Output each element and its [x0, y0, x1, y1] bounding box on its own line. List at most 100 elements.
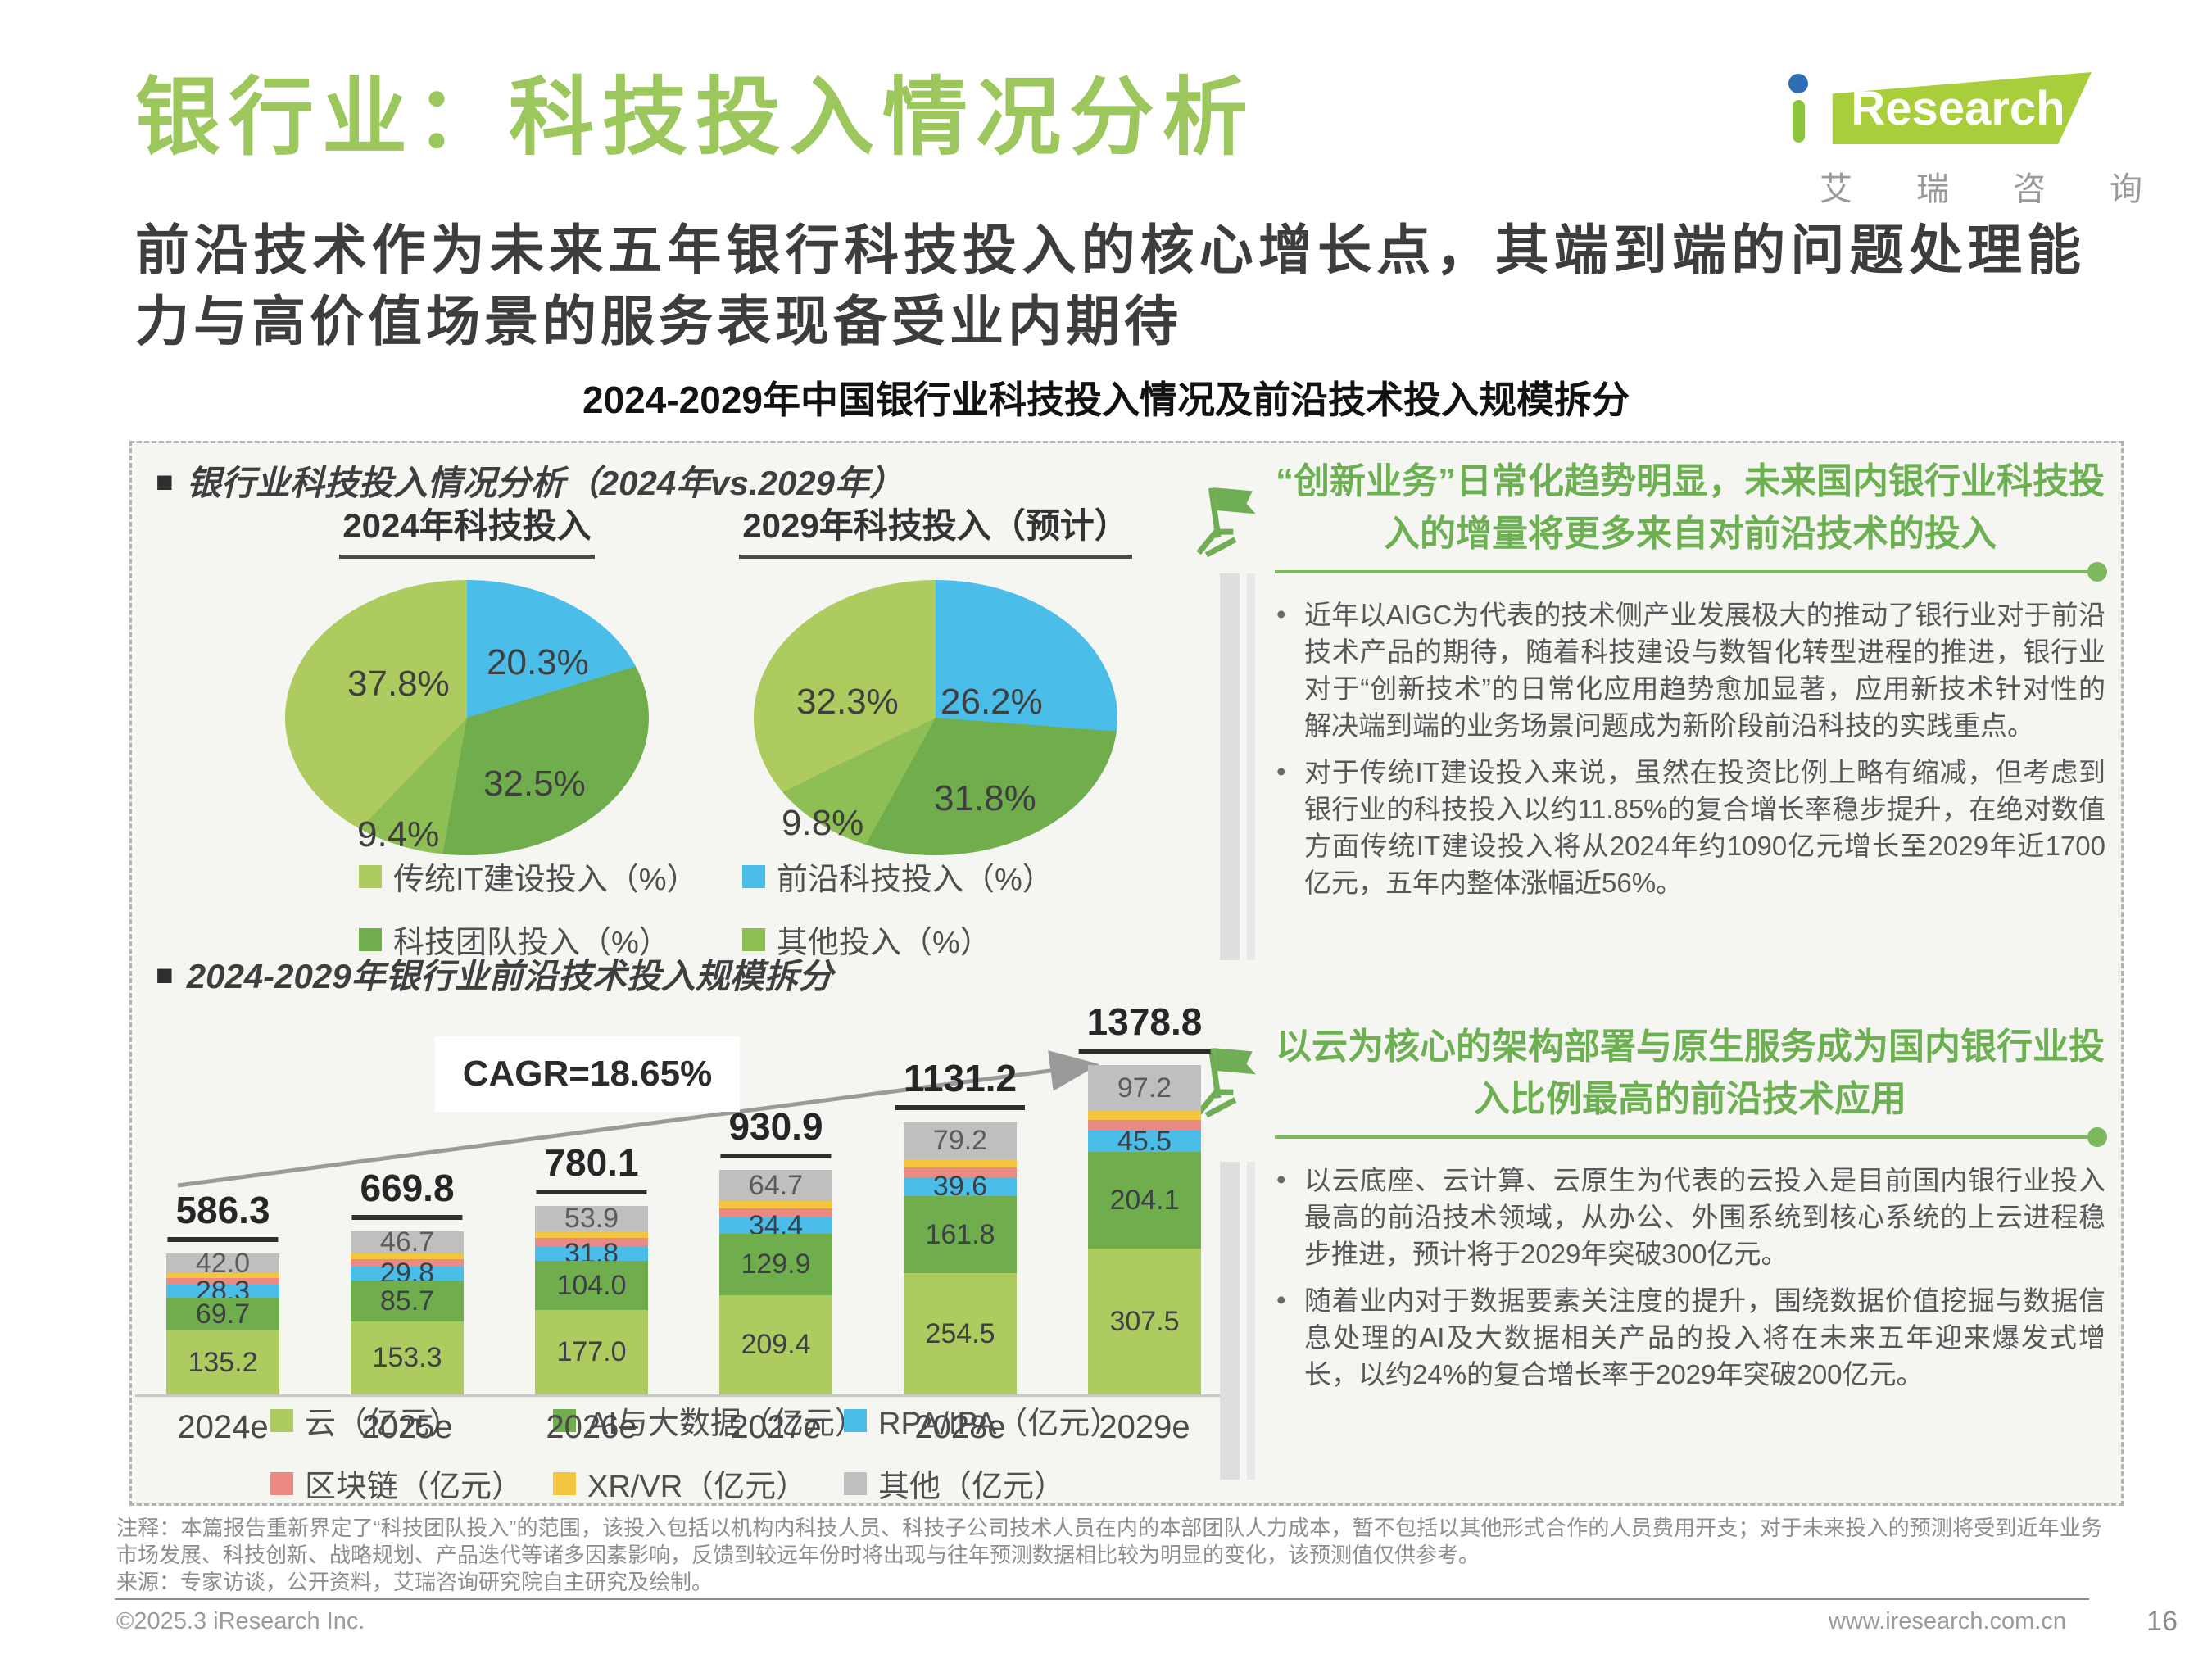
- footnotes: 注释：本篇报告重新界定了“科技团队投入”的范围，该投入包括以机构内科技人员、科技…: [116, 1515, 2102, 1596]
- bar-total-label: 780.1: [536, 1140, 647, 1194]
- bar-legend: 云（亿元） AI与大数据（亿元） RPA/IPA（亿元） 区块链（亿元） XR/VR（亿…: [270, 1398, 1121, 1506]
- page-number: 16: [2146, 1606, 2178, 1637]
- pie-figure-2029: 2029年科技投入（预计） 32.3% 26.2% 31.8% 9.8%: [739, 498, 1132, 855]
- bar-year-label: 2028e: [914, 1409, 1006, 1445]
- insight-bullet: 以云底座、云计算、云原生为代表的云投入是目前国内银行业投入最高的前沿技术领域，从…: [1275, 1161, 2105, 1272]
- bar-segment-cloud: 209.4: [719, 1295, 832, 1394]
- iresearch-logo-mark: Research: [1774, 72, 2126, 151]
- legend-swatch-icon: [270, 1408, 293, 1432]
- legend-label: 云（亿元）: [305, 1407, 461, 1441]
- bar-segment-ai-bigdata: 104.0: [535, 1261, 648, 1310]
- legend-item: 区块链（亿元）: [270, 1461, 553, 1506]
- bar-chart: CAGR=18.65% 586.3 135.2 69.7 28.3 42.0 2024e 6…: [135, 971, 1229, 1479]
- bar-stack: 254.5 161.8 39.6 79.2: [904, 1122, 1017, 1394]
- pie-title-2024-text: 2024年科技投入: [339, 498, 595, 559]
- bar-segment-other: 97.2: [1088, 1065, 1201, 1111]
- logo-banner: Research: [1832, 72, 2092, 144]
- bar-total-label: 669.8: [351, 1166, 463, 1220]
- legend-label: RPA/IPA（亿元）: [878, 1407, 1122, 1441]
- pie-slice-label-traditional-it: 37.8%: [347, 664, 450, 704]
- legend-label: AI与大数据（亿元）: [587, 1407, 866, 1441]
- bar-column-2025e: 669.8 153.3 85.7 29.8 46.7 2025e: [351, 1167, 464, 1445]
- bar-stack: 307.5 204.1 45.5 97.2: [1088, 1065, 1201, 1394]
- legend-item: 传统IT建设投入（%）: [359, 854, 742, 899]
- growth-arrow: [177, 1050, 1099, 1188]
- bar-year-label: 2025e: [361, 1409, 453, 1445]
- insight-heading-1: “创新业务”日常化趋势明显，未来国内银行业科技投入的增量将更多来自对前沿技术的投…: [1276, 461, 2105, 554]
- legend-item: XR/VR（亿元）: [553, 1461, 844, 1506]
- website-link[interactable]: www.iresearch.com.cn: [1828, 1608, 2066, 1634]
- bar-stack: 209.4 129.9 34.4 64.7: [719, 1170, 832, 1394]
- cagr-label: CAGR=18.65%: [435, 1036, 740, 1112]
- pie-2029: 32.3% 26.2% 31.8% 9.8%: [754, 580, 1117, 855]
- flag-icon: [1196, 1048, 1256, 1118]
- logo-i-bar: [1792, 100, 1805, 143]
- bar-segment-ai-bigdata: 129.9: [719, 1234, 832, 1295]
- bar-column-2026e: 780.1 177.0 104.0 31.8 53.9 2026e: [535, 1141, 648, 1445]
- bullets-1: 近年以AIGC为代表的技术侧产业发展极大的推动了银行业对于前沿技术产品的期待，随…: [1275, 596, 2105, 901]
- legend-item: 其他（亿元）: [844, 1461, 1114, 1506]
- bar-segment-xr-vr: [719, 1201, 832, 1208]
- legend-swatch-icon: [359, 864, 382, 888]
- bar-segment-blockchain: [904, 1167, 1017, 1177]
- copyright-text: ©2025.3 iResearch Inc.: [116, 1608, 365, 1634]
- bar-segment-blockchain: [351, 1259, 464, 1267]
- insight-block-2: 以云为核心的架构部署与原生服务成为国内银行业投入比例最高的前沿技术应用 以云底座…: [1275, 1021, 2107, 1403]
- pie-slice-label-team: 31.8%: [934, 778, 1036, 818]
- bar-segment-other: 42.0: [166, 1248, 279, 1279]
- bar-column-2028e: 1131.2 254.5 161.8 39.6 79.2 2028e: [895, 1057, 1026, 1445]
- page-subtitle: 前沿技术作为未来五年银行科技投入的核心增长点，其端到端的问题处理能力与高价值场景…: [135, 220, 2085, 352]
- insight-rule-2: [1275, 1126, 2107, 1147]
- insight-bullet: 随着业内对于数据要素关注度的提升，围绕数据价值挖掘与数据信息处理的AI及大数据相…: [1275, 1281, 2105, 1393]
- bar-segment-blockchain: [719, 1208, 832, 1217]
- insight-bullet: 对于传统IT建设投入来说，虽然在投资比例上略有缩减，但考虑到银行业的科技投入以约…: [1275, 753, 2105, 901]
- scrollbar-decoration: [1220, 573, 1256, 960]
- legend-item: 云（亿元）: [270, 1398, 553, 1443]
- pie-title-2029: 2029年科技投入（预计）: [739, 498, 1132, 559]
- bar-segment-other: 79.2: [904, 1122, 1017, 1159]
- pie-2024: 37.8% 20.3% 32.5% 9.4%: [285, 580, 649, 855]
- bar-segment-rpa-ipa: 34.4: [719, 1210, 832, 1241]
- source-text: 来源：专家访谈，公开资料，艾瑞咨询研究院自主研究及绘制。: [116, 1570, 714, 1594]
- bar-segment-cloud: 254.5: [904, 1273, 1017, 1394]
- insight-heading-2: 以云为核心的架构部署与原生服务成为国内银行业投入比例最高的前沿技术应用: [1276, 1027, 2105, 1119]
- bar-stack: 153.3 85.7 29.8 46.7: [351, 1226, 464, 1394]
- logo-chinese-name: 艾瑞咨询: [1820, 171, 2206, 207]
- pie-slice-label-frontier: 20.3%: [487, 642, 589, 682]
- bar-year-label: 2029e: [1099, 1409, 1190, 1445]
- bar-total-label: 586.3: [167, 1188, 279, 1242]
- bar-year-label: 2024e: [177, 1409, 269, 1445]
- bar-segment-ai-bigdata: 69.7: [166, 1298, 279, 1330]
- legend-swatch-icon: [844, 1408, 867, 1432]
- pie-section-title: 银行业科技投入情况分析（2024年vs.2029年）: [156, 456, 904, 505]
- bar-segment-other: 46.7: [351, 1226, 464, 1258]
- bar-segment-other: 53.9: [535, 1203, 648, 1234]
- figure-title: 2024-2029年中国银行业科技投入情况及前沿技术投入规模拆分: [582, 378, 1630, 421]
- pie-title-2024: 2024年科技投入: [270, 498, 664, 559]
- logo-letter-i: [1788, 74, 1808, 143]
- bar-segment-xr-vr: [351, 1253, 464, 1259]
- bullets-2: 以云底座、云计算、云原生为代表的云投入是目前国内银行业投入最高的前沿技术领域，从…: [1275, 1161, 2105, 1393]
- bar-segment-rpa-ipa: 45.5: [1088, 1126, 1201, 1157]
- logo-wordmark: Research: [1851, 81, 2065, 135]
- legend-item: RPA/IPA（亿元）: [844, 1398, 1121, 1443]
- pie-title-2029-text: 2029年科技投入（预计）: [739, 498, 1132, 559]
- x-axis-line: [135, 1394, 1225, 1397]
- bar-segment-xr-vr: [535, 1231, 648, 1238]
- bar-stack: 177.0 104.0 31.8 53.9: [535, 1203, 648, 1394]
- scrollbar-decoration: [1220, 1162, 1256, 1480]
- bar-segment-rpa-ipa: 28.3: [166, 1276, 279, 1307]
- bar-total-label: 1131.2: [895, 1056, 1026, 1110]
- bar-segment-xr-vr: [904, 1159, 1017, 1167]
- pie-slice-label-frontier: 26.2%: [941, 682, 1043, 722]
- bar-segment-blockchain: [535, 1238, 648, 1246]
- legend-item: AI与大数据（亿元）: [553, 1398, 866, 1443]
- bar-segment-blockchain: [1088, 1120, 1201, 1131]
- legend-item: 其他投入（%）: [742, 917, 1054, 962]
- bar-segment-blockchain: [166, 1278, 279, 1285]
- bar-stack: 135.2 69.7 28.3 42.0: [166, 1248, 279, 1394]
- legend-swatch-icon: [359, 927, 382, 951]
- legend-swatch-icon: [844, 1471, 867, 1495]
- bar-segment-cloud: 153.3: [351, 1321, 464, 1394]
- pie-figure-2024: 2024年科技投入 37.8% 20.3% 32.5% 9.4%: [270, 498, 664, 855]
